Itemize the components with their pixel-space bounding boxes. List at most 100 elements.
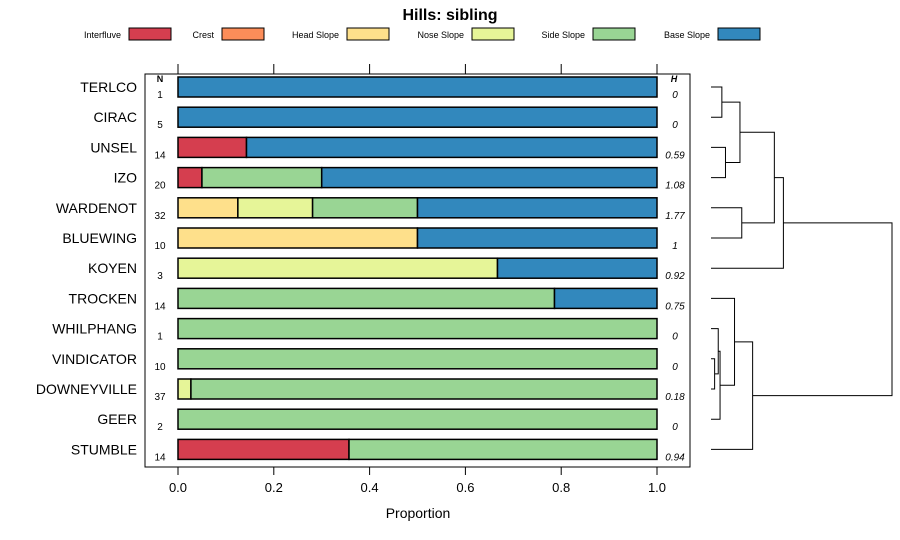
dendrogram-link xyxy=(711,146,726,179)
bar-segment xyxy=(245,136,658,159)
bar-row: DOWNEYVILLE 37 0.18 xyxy=(36,378,685,403)
bar-row: CIRAC 5 0 xyxy=(93,106,678,131)
bar-segment xyxy=(311,197,419,219)
legend-swatch xyxy=(128,27,172,41)
row-label: WARDENOT xyxy=(56,200,138,216)
bar-segment xyxy=(190,378,658,400)
h-header: H xyxy=(671,74,678,84)
legend-label: Nose Slope xyxy=(417,30,464,40)
bar-segment xyxy=(177,76,658,98)
bar-segment xyxy=(177,378,192,400)
bar-row: STUMBLE 14 0.94 xyxy=(71,438,685,463)
bar-segment xyxy=(201,166,323,189)
row-n: 1 xyxy=(157,332,163,343)
n-header: N xyxy=(157,74,164,84)
bar-row: KOYEN 3 0.92 xyxy=(88,257,685,282)
bar-row: VINDICATOR 10 0 xyxy=(52,348,678,373)
bar-segment xyxy=(348,438,658,461)
dendrogram-link xyxy=(711,358,716,390)
dendrogram-link xyxy=(711,207,743,239)
bar-row: UNSEL 14 0.59 xyxy=(90,136,685,161)
row-label: WHILPHANG xyxy=(52,321,137,337)
row-h: 0 xyxy=(672,120,678,131)
row-n: 10 xyxy=(154,362,166,373)
row-label: CIRAC xyxy=(93,109,137,125)
legend-swatch xyxy=(346,27,390,41)
dendrogram-link xyxy=(752,222,893,397)
x-axis-label: Proportion xyxy=(386,505,451,521)
legend-swatch xyxy=(717,27,761,41)
dendrogram-link xyxy=(711,86,723,118)
row-n: 14 xyxy=(154,452,166,463)
dendrogram-link xyxy=(711,341,754,450)
row-h: 1.08 xyxy=(665,181,685,192)
row-h: 0.18 xyxy=(665,392,685,403)
dendrogram xyxy=(711,86,893,450)
row-n: 14 xyxy=(154,301,166,312)
row-n: 2 xyxy=(157,422,163,433)
x-tick-label: 0.2 xyxy=(265,480,283,495)
bar-row: BLUEWING 10 1 xyxy=(62,227,678,252)
row-label: GEER xyxy=(97,411,137,427)
row-label: TERLCO xyxy=(80,79,137,95)
bar-segment xyxy=(177,408,658,430)
row-h: 0 xyxy=(672,90,678,101)
bar-segment xyxy=(416,197,658,219)
row-label: STUMBLE xyxy=(71,441,137,457)
x-tick-label: 0.8 xyxy=(552,480,570,495)
x-tick-label: 0.0 xyxy=(169,480,187,495)
legend-label: Head Slope xyxy=(292,30,339,40)
row-h: 0.59 xyxy=(665,150,685,161)
legend-swatch xyxy=(592,27,636,41)
bar-segment xyxy=(177,348,658,370)
bar-segment xyxy=(177,287,556,310)
row-n: 37 xyxy=(154,392,166,403)
legend-label: Side Slope xyxy=(541,30,585,40)
row-label: UNSEL xyxy=(90,139,137,155)
row-n: 5 xyxy=(157,120,163,131)
legend-swatch xyxy=(221,27,265,41)
row-n: 32 xyxy=(154,211,166,222)
bar-segment xyxy=(177,136,248,159)
row-h: 0.75 xyxy=(665,301,685,312)
top-axis-ticks xyxy=(177,64,658,74)
plot-frame xyxy=(144,73,691,468)
row-h: 0 xyxy=(672,332,678,343)
legend: Interfluve Crest Head Slope Nose Slope Side … xyxy=(84,27,761,41)
bar-row: TERLCO 1 0 xyxy=(80,76,678,101)
bar-segment xyxy=(177,227,419,249)
chart-title: Hills: sibling xyxy=(402,7,497,24)
bar-segment xyxy=(177,438,350,461)
bar-row: WHILPHANG 1 0 xyxy=(52,317,678,343)
row-label: TROCKEN xyxy=(69,290,137,306)
bar-row: WARDENOT 32 1.77 xyxy=(56,197,685,222)
bar-segment xyxy=(177,257,499,279)
bar-segment xyxy=(237,197,314,219)
row-label: DOWNEYVILLE xyxy=(36,381,137,397)
bar-segment xyxy=(177,197,239,219)
bar-segment xyxy=(320,166,658,189)
dendrogram-link xyxy=(721,101,741,163)
row-label: IZO xyxy=(114,170,137,186)
bar-segment xyxy=(496,257,658,279)
row-n: 1 xyxy=(157,90,163,101)
x-axis: 0.0 0.2 0.4 0.6 0.8 1.0 xyxy=(169,467,666,495)
bar-segment xyxy=(553,287,658,310)
row-h: 0 xyxy=(672,362,678,373)
row-label: KOYEN xyxy=(88,260,137,276)
bar-row: IZO 20 1.08 xyxy=(114,166,685,192)
row-h: 0 xyxy=(672,422,678,433)
row-h: 0.92 xyxy=(665,271,685,282)
row-h: 0.94 xyxy=(665,452,685,463)
row-h: 1 xyxy=(672,241,678,252)
bar-segment xyxy=(177,106,658,128)
legend-label: Base Slope xyxy=(664,30,710,40)
legend-swatch xyxy=(471,27,515,41)
bar-segment xyxy=(177,166,203,189)
row-h: 1.77 xyxy=(665,211,685,222)
legend-label: Crest xyxy=(192,30,214,40)
row-n: 10 xyxy=(154,241,166,252)
bar-row: TROCKEN 14 0.75 xyxy=(69,287,685,312)
